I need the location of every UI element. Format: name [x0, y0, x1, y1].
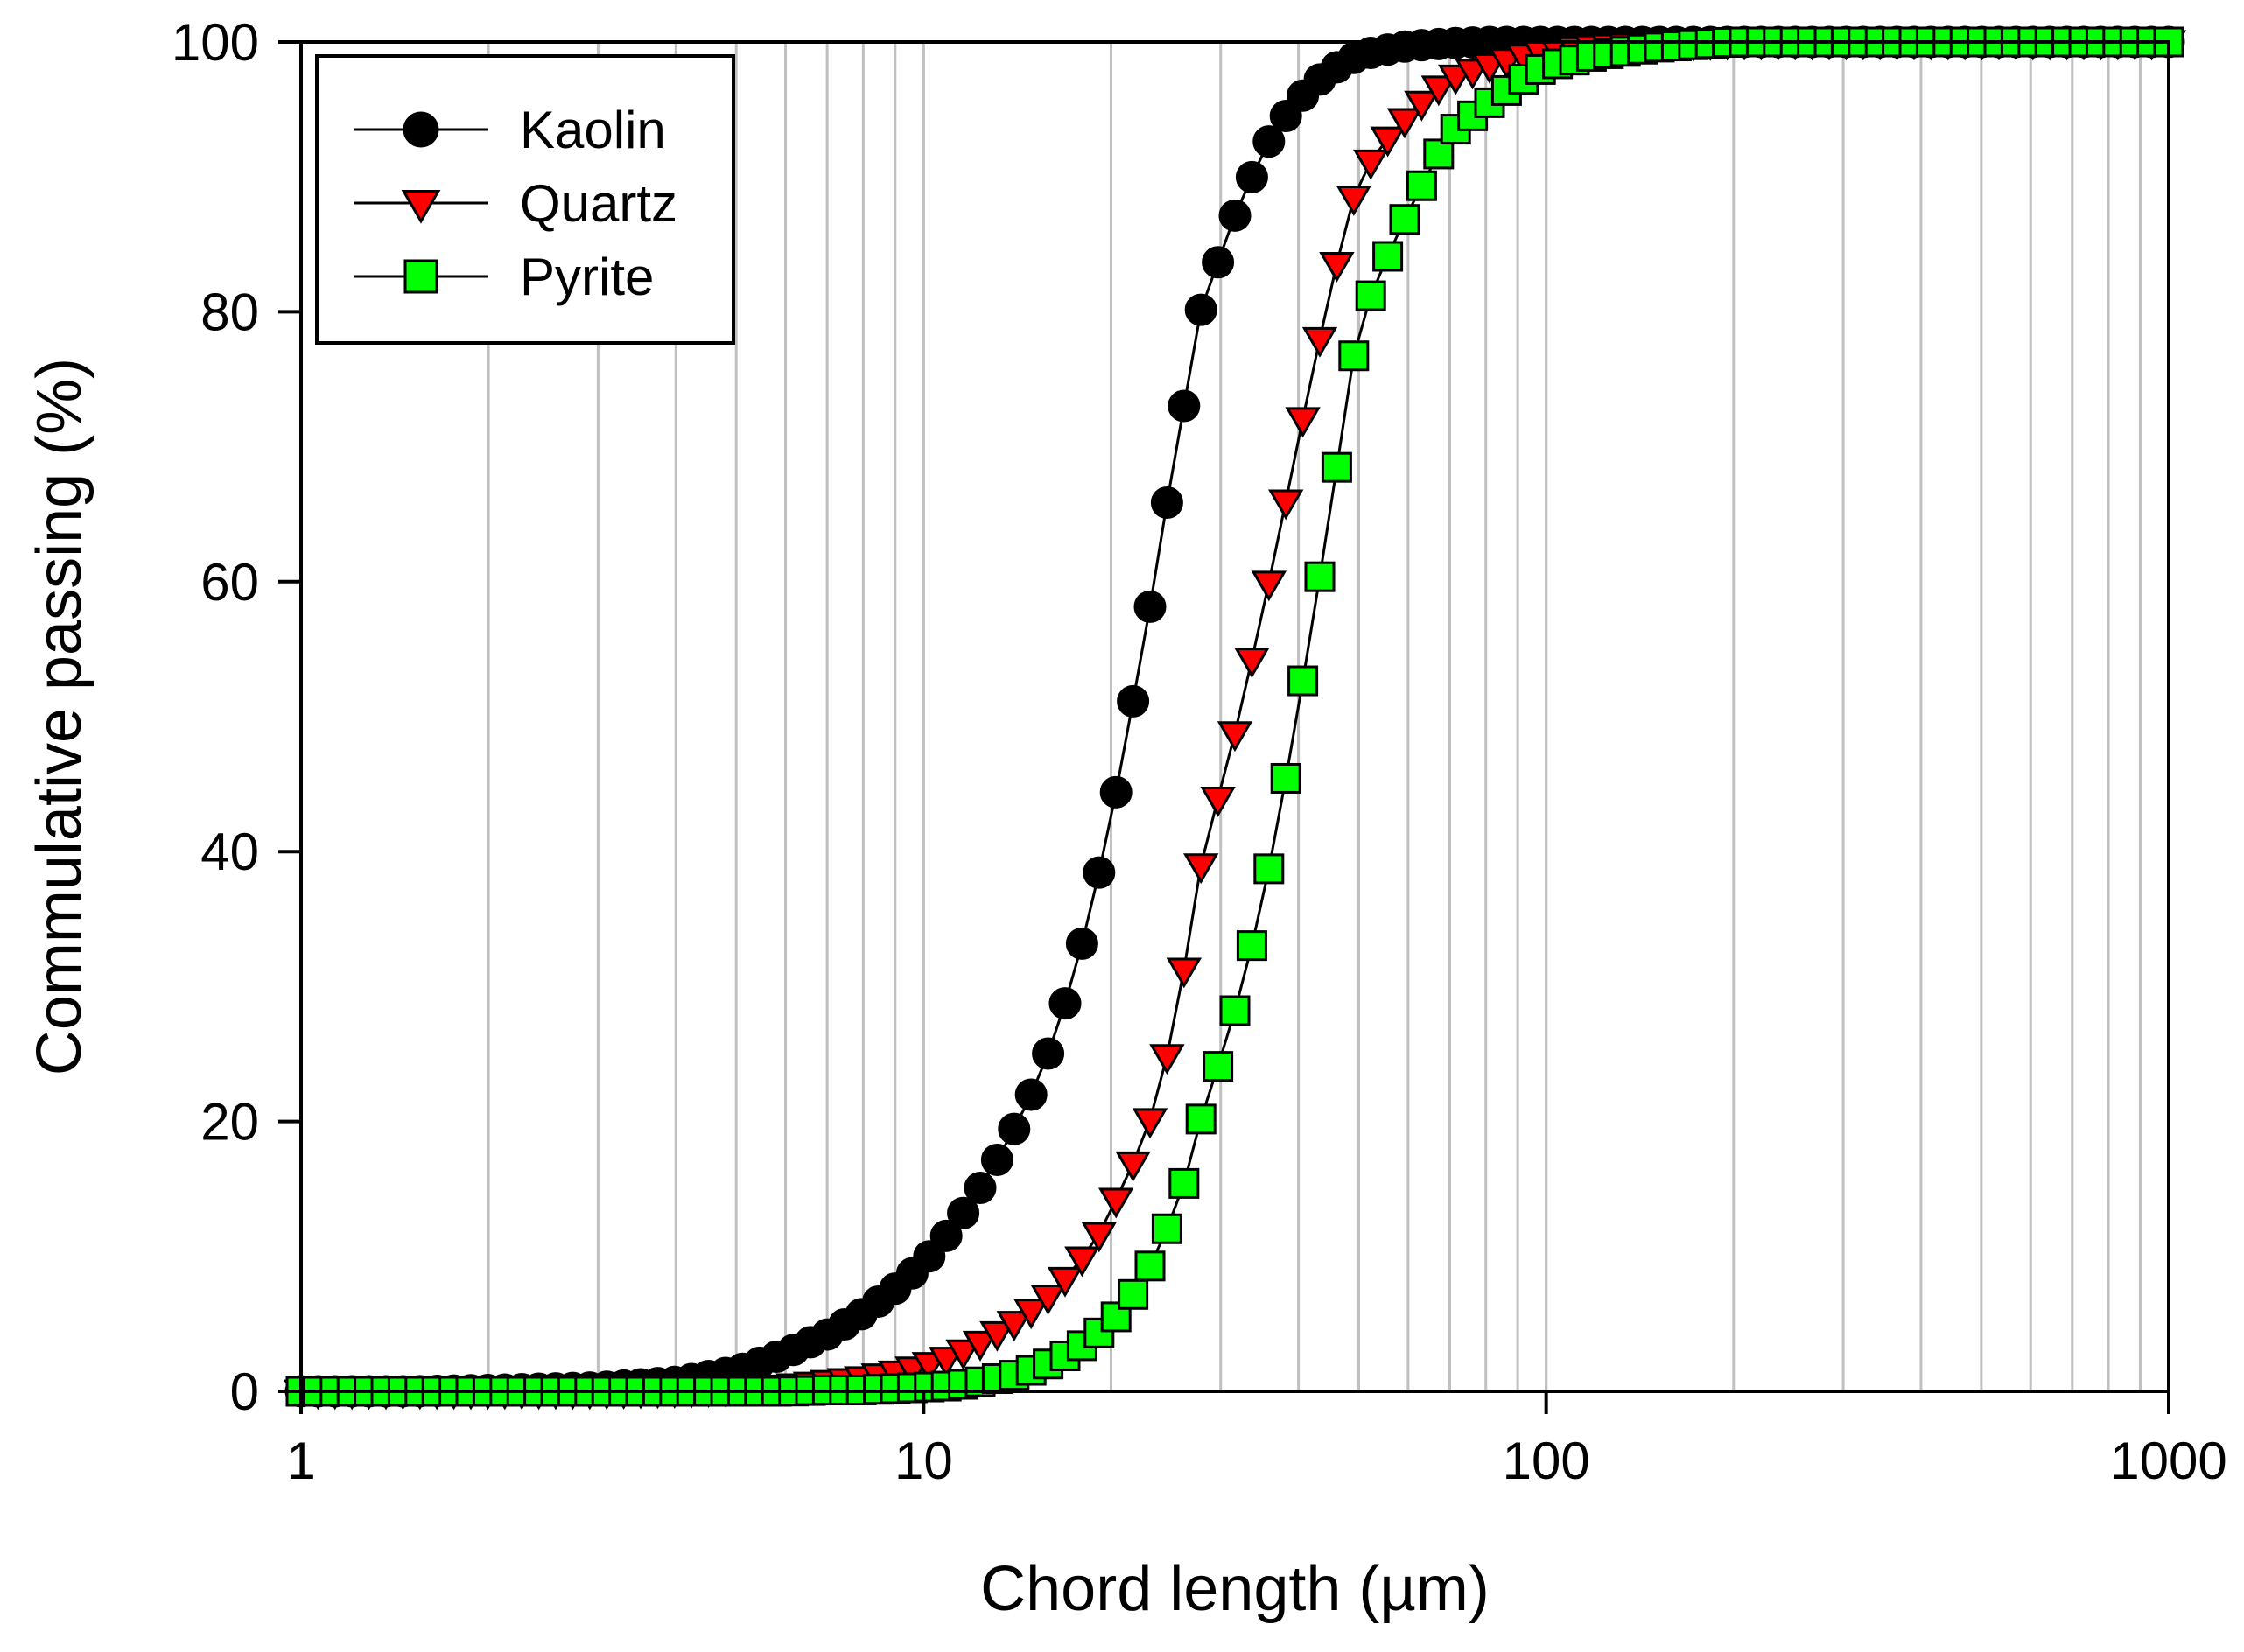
data-point: [1287, 665, 1319, 696]
data-point: [1100, 1301, 1132, 1333]
data-point: [962, 1330, 999, 1362]
data-point: [1115, 1151, 1151, 1182]
data-point: [1285, 407, 1321, 438]
data-point: [1168, 1167, 1200, 1199]
data-point: [1386, 108, 1423, 139]
data-point: [1185, 1103, 1217, 1135]
data-point: [1406, 170, 1437, 201]
data-point: [998, 1112, 1031, 1145]
data-point: [1218, 199, 1252, 232]
data-point: [1338, 340, 1370, 372]
legend-marker-quartz: [401, 190, 441, 224]
data-point: [1404, 90, 1440, 122]
data-point: [1133, 590, 1167, 623]
data-point: [996, 1311, 1033, 1342]
data-point: [947, 1196, 980, 1229]
data-point: [1030, 1284, 1066, 1315]
data-point: [1032, 1037, 1065, 1070]
legend-marker-pyrite: [403, 259, 438, 294]
x-tick-label: 100: [1503, 1432, 1590, 1490]
data-point: [1304, 561, 1336, 592]
data-point: [1219, 995, 1251, 1026]
x-axis-title: Chord length (µm): [980, 1554, 1490, 1624]
legend-label-pyrite: Pyrite: [520, 248, 654, 306]
y-axis-title: Commulative passing (%): [25, 358, 95, 1075]
data-point: [964, 1172, 997, 1205]
data-point: [1423, 138, 1455, 170]
data-point: [1203, 1051, 1234, 1082]
y-tick-label: 40: [200, 822, 259, 881]
data-point: [1166, 957, 1203, 989]
data-point: [1081, 1222, 1118, 1253]
data-point: [980, 1143, 1013, 1176]
data-point: [1168, 389, 1201, 423]
axis-ticks: [278, 40, 2170, 1414]
data-point: [1151, 1213, 1182, 1244]
x-tick-label: 10: [894, 1432, 953, 1490]
data-point: [1064, 1246, 1100, 1278]
data-point: [1149, 1044, 1185, 1075]
data-point: [1355, 280, 1386, 312]
data-point: [1117, 684, 1150, 718]
data-point: [1202, 246, 1235, 279]
legend-box: [315, 54, 735, 345]
data-point: [1013, 1298, 1049, 1330]
data-point: [1251, 570, 1287, 602]
data-point: [1217, 721, 1253, 752]
data-point: [1083, 856, 1116, 889]
x-tick-label: 1: [286, 1432, 315, 1490]
data-point: [929, 1219, 963, 1252]
data-point: [1099, 775, 1133, 808]
data-point: [1352, 149, 1389, 180]
data-point: [979, 1320, 1015, 1352]
data-point: [1182, 853, 1219, 885]
data-point: [1236, 930, 1267, 962]
data-point: [1150, 486, 1183, 519]
data-point: [1253, 853, 1285, 885]
data-point: [1132, 1108, 1168, 1139]
data-point: [945, 1339, 981, 1370]
data-point: [1321, 452, 1352, 483]
legend-label-quartz: Quartz: [520, 174, 677, 233]
data-point: [928, 1347, 964, 1377]
data-point: [1319, 251, 1355, 283]
data-point: [1134, 1250, 1166, 1282]
legend-label-kaolin: Kaolin: [520, 101, 666, 159]
data-point: [1301, 326, 1338, 358]
data-point: [1184, 293, 1217, 326]
data-point: [1389, 204, 1420, 235]
data-point: [1267, 489, 1304, 521]
y-tick-label: 100: [172, 13, 259, 72]
data-point: [1372, 241, 1404, 272]
data-point: [1200, 786, 1236, 817]
data-point: [1097, 1187, 1134, 1219]
data-point: [1336, 185, 1372, 216]
data-point: [1014, 1078, 1048, 1111]
data-point: [1047, 1266, 1083, 1298]
data-point: [1048, 987, 1082, 1020]
data-point: [1065, 927, 1098, 960]
legend: Kaolin Quartz Pyrite: [315, 54, 735, 345]
data-point: [1420, 75, 1457, 107]
y-tick-label: 0: [230, 1362, 259, 1421]
data-point: [1118, 1278, 1149, 1310]
tick-labels: 1 10 100 1000 0 20 40 60 80 100: [172, 13, 2227, 1490]
data-point: [1370, 126, 1406, 158]
plot-area: [299, 40, 2170, 1393]
y-tick-label: 60: [200, 553, 259, 612]
y-tick-label: 80: [200, 283, 259, 341]
data-point: [1252, 125, 1286, 158]
x-tick-label: 1000: [2110, 1432, 2226, 1490]
data-point: [1270, 762, 1301, 794]
data-point: [1234, 648, 1270, 679]
legend-marker-kaolin: [403, 111, 439, 148]
data-point: [1235, 160, 1268, 193]
y-tick-label: 20: [200, 1093, 259, 1152]
